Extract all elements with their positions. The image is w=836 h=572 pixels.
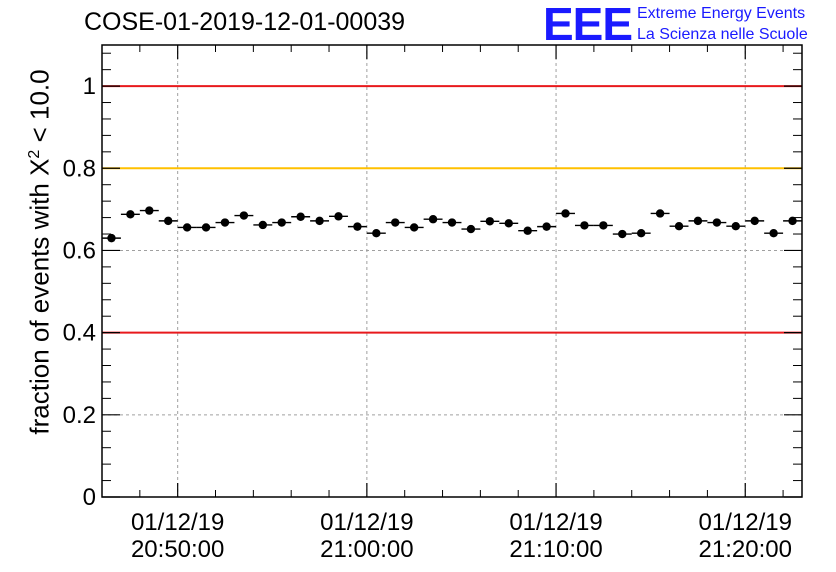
data-point-25: [580, 221, 589, 230]
y-tick-label-0: 0: [83, 484, 96, 511]
eee-logo-mark: EEE: [543, 0, 633, 50]
x-tick-label-1-line-0: 01/12/19: [320, 509, 413, 536]
data-point-21: [504, 219, 513, 228]
x-tick-label-0-line-0: 01/12/19: [131, 509, 224, 536]
data-point-22: [523, 226, 532, 235]
data-point-4: [182, 223, 192, 232]
data-point-14: [372, 228, 381, 238]
data-point-34: [750, 216, 759, 226]
data-point-3: [164, 216, 173, 226]
data-point-15: [391, 218, 400, 227]
eee-logo: EEE Extreme Energy Events La Scienza nel…: [543, 0, 835, 50]
logo-line-2: La Scienza nelle Scuole: [637, 26, 808, 43]
data-point-27: [618, 229, 627, 239]
x-tick-labels: 01/12/1920:50:0001/12/1921:00:0001/12/19…: [131, 509, 792, 563]
axis-ticks: [101, 45, 802, 498]
y-tick-label-4: 0.8: [63, 155, 96, 182]
y-tick-label-2: 0.4: [63, 320, 96, 347]
data-point-32: [712, 218, 722, 227]
data-point-13: [353, 222, 362, 231]
data-point-31: [693, 216, 703, 226]
data-series: [102, 206, 802, 243]
x-tick-label-0-line-1: 20:50:00: [131, 536, 224, 563]
x-tick-label-3-line-1: 21:20:00: [699, 536, 792, 563]
y-axis-label-exponent: 2: [25, 149, 43, 159]
data-point-26: [599, 221, 608, 230]
grid-lines: [102, 45, 802, 497]
data-point-8: [258, 220, 268, 230]
data-point-23: [542, 222, 551, 231]
y-tick-label-1: 0.2: [63, 402, 96, 429]
data-point-29: [655, 209, 665, 218]
data-point-12: [334, 212, 343, 221]
data-point-17: [428, 215, 438, 224]
y-tick-labels: 0 0.2 0.4 0.6 0.8 1: [63, 73, 96, 511]
data-point-33: [731, 222, 740, 231]
data-point-5: [201, 223, 211, 232]
data-point-36: [788, 216, 797, 226]
y-axis-label: fraction of events with X2 < 10.0: [25, 69, 56, 434]
y-tick-label-3: 0.6: [63, 237, 96, 264]
y-axis-label-text: fraction of events with X: [24, 158, 55, 435]
data-point-7: [239, 211, 249, 220]
data-point-10: [296, 212, 305, 221]
x-tick-label-3-line-0: 01/12/19: [699, 509, 792, 536]
data-point-11: [315, 216, 324, 226]
data-point-16: [409, 223, 419, 232]
y-axis-label-suffix: < 10.0: [24, 69, 55, 143]
data-point-20: [485, 217, 495, 226]
reference-lines: [102, 85, 802, 334]
x-tick-label-2-line-0: 01/12/19: [509, 509, 602, 536]
x-tick-label-2-line-1: 21:10:00: [509, 536, 602, 563]
x-tick-label-1-line-1: 21:00:00: [320, 536, 413, 563]
plot-frame: [101, 44, 803, 498]
y-tick-label-5: 1: [83, 73, 96, 100]
data-point-24: [561, 209, 570, 218]
data-point-30: [674, 222, 684, 231]
data-point-2: [145, 206, 154, 215]
chart-title: COSE-01-2019-12-01-00039: [84, 8, 406, 36]
data-point-18: [447, 218, 457, 227]
logo-line-1: Extreme Energy Events: [637, 5, 806, 22]
data-point-19: [466, 224, 476, 234]
data-point-9: [277, 218, 286, 227]
data-point-6: [220, 218, 230, 227]
data-point-1: [126, 210, 135, 219]
data-point-0: [107, 233, 116, 243]
data-point-28: [636, 228, 646, 238]
data-point-35: [769, 228, 778, 238]
